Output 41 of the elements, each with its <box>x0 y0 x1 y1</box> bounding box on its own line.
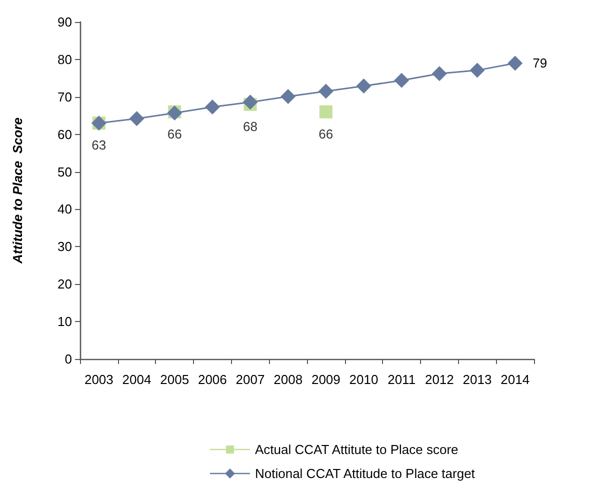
x-tick-label: 2008 <box>274 372 303 387</box>
x-tick-label: 2007 <box>236 372 265 387</box>
point <box>280 89 296 104</box>
y-tick-label: 90 <box>58 14 72 30</box>
point <box>129 111 144 126</box>
point <box>470 62 485 78</box>
y-tick-label: 30 <box>58 239 72 254</box>
y-tick-label: 10 <box>58 314 72 330</box>
legend-label: Notional CCAT Attitude to Place target <box>255 466 476 481</box>
legend-label: Actual CCAT Attitute to Place score <box>255 442 458 457</box>
point <box>204 100 220 114</box>
x-tick-label: 2009 <box>311 372 340 387</box>
y-tick-label: 50 <box>58 164 72 180</box>
y-tick-label: 70 <box>58 89 72 104</box>
data-label: 66 <box>167 126 182 142</box>
point <box>319 105 332 118</box>
x-tick-label: 2003 <box>84 372 114 387</box>
x-tick-label: 2004 <box>122 372 152 387</box>
point <box>508 56 523 71</box>
y-tick-label: 40 <box>58 202 72 217</box>
y-tick-label: 20 <box>58 276 72 292</box>
y-tick-label: 0 <box>64 352 72 366</box>
x-tick-label: 2014 <box>500 372 530 387</box>
x-tick-label: 2005 <box>160 372 190 387</box>
point <box>242 94 258 110</box>
data-label: 68 <box>243 118 258 134</box>
x-tick-label: 2013 <box>462 372 492 387</box>
x-tick-label: 2010 <box>349 372 378 387</box>
x-tick-label: 2012 <box>424 372 454 387</box>
x-tick-label: 2006 <box>198 372 227 387</box>
point <box>318 84 334 99</box>
y-tick-label: 60 <box>58 126 72 142</box>
x-tick-label: 2011 <box>388 372 416 387</box>
data-label: 79 <box>532 56 548 71</box>
y-tick-label: 80 <box>58 52 72 67</box>
data-label: 63 <box>92 138 106 153</box>
y-axis-title: Attitude to Place Score <box>10 118 25 264</box>
point <box>394 72 410 88</box>
point <box>432 66 447 82</box>
data-label: 66 <box>318 126 334 142</box>
point <box>356 78 372 94</box>
